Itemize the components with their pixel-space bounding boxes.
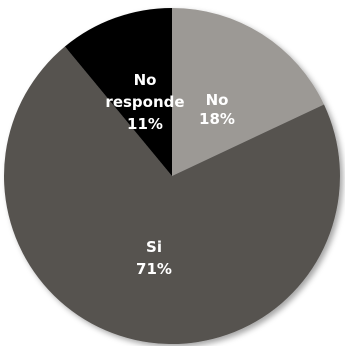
slice-category-label: No bbox=[206, 91, 229, 109]
pie-slices bbox=[3, 7, 340, 345]
pie-slice-no-responde bbox=[64, 7, 172, 176]
slice-percent-label: 71% bbox=[136, 260, 172, 278]
slice-category-label: responde bbox=[105, 93, 184, 111]
slice-category-label: Si bbox=[146, 238, 162, 256]
pie-slice-no bbox=[172, 8, 325, 176]
slice-percent-label: 11% bbox=[127, 115, 163, 133]
pie-slice-si bbox=[3, 46, 340, 345]
slice-category-label: No bbox=[134, 71, 157, 89]
slice-percent-label: 18% bbox=[199, 110, 235, 128]
